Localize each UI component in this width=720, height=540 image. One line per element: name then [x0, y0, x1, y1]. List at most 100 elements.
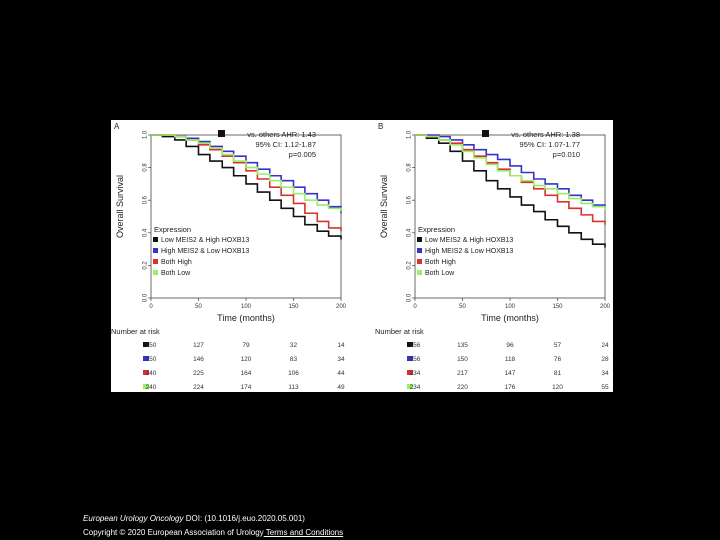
risk-table-cell: 234: [410, 370, 421, 377]
risk-table-cell: 28: [601, 356, 609, 363]
legend-swatch: [153, 270, 158, 275]
risk-table-cell: 49: [337, 384, 345, 391]
risk-row-swatch: [407, 356, 413, 361]
risk-table-cell: 146: [193, 356, 204, 363]
annotation-line: vs. others AHR: 1.43: [247, 130, 316, 139]
risk-table-cell: 57: [554, 342, 562, 349]
annotation-line: p=0.010: [553, 150, 580, 159]
risk-table-cell: 118: [505, 356, 516, 363]
series-line: [415, 134, 606, 248]
risk-table-cell: 135: [457, 342, 468, 349]
copyright-text: Copyright © 2020 European Association of…: [83, 528, 264, 537]
y-axis-label: Overall Survival: [379, 175, 389, 238]
legend-entry: Both Low: [161, 270, 191, 277]
y-tick-label: 1.0: [407, 130, 413, 139]
risk-row-swatch: [407, 370, 413, 375]
annotation-line: 95% CI: 1.07-1.77: [520, 140, 580, 149]
risk-table-cell: 83: [290, 356, 298, 363]
legend-entry: Low MEIS2 & High HOXB13: [425, 237, 513, 244]
y-tick-label: 0.0: [407, 293, 413, 302]
km-survival-figure: A 0.0 0.2 0.4 0.6 0.8 1.0 0 50 100 150 200 Time (mon…: [111, 122, 611, 391]
risk-table-cell: 120: [241, 356, 252, 363]
legend-swatch: [417, 259, 422, 264]
x-tick-label: 100: [241, 304, 252, 310]
risk-table-cell: 240: [146, 370, 157, 377]
x-tick-label: 50: [459, 304, 466, 310]
y-tick-label: 0.4: [407, 228, 413, 237]
risk-table-cell: 234: [410, 384, 421, 391]
risk-table-cell: 174: [241, 384, 252, 391]
risk-table-cell: 96: [506, 342, 514, 349]
y-tick-label: 0.8: [143, 163, 149, 172]
risk-table-cell: 240: [146, 384, 157, 391]
panel-b: B 0.0 0.2 0.4 0.6 0.8 1.0 0 50 100 150 200 Time (mon…: [375, 122, 611, 391]
risk-table-cell: 14: [337, 342, 345, 349]
legend-swatch: [417, 248, 422, 253]
risk-row-swatch: [143, 342, 149, 347]
x-tick-label: 150: [288, 304, 299, 310]
y-tick-label: 0.2: [143, 261, 149, 270]
y-tick-label: 1.0: [143, 130, 149, 139]
risk-table-cell: 127: [193, 342, 204, 349]
legend-title: Expression: [418, 225, 455, 234]
legend-swatch: [417, 237, 422, 242]
risk-table-cell: 120: [552, 384, 563, 391]
risk-table-cell: 79: [242, 342, 250, 349]
figure-panel: A 0.0 0.2 0.4 0.6 0.8 1.0 0 50 100 150 200 Time (mon…: [111, 120, 613, 392]
risk-table-cell: 44: [337, 370, 345, 377]
legend-entry: High MEIS2 & Low HOXB13: [425, 248, 513, 255]
y-tick-label: 0.6: [143, 195, 149, 204]
legend-entry: Both Low: [425, 270, 455, 277]
panel-a: A 0.0 0.2 0.4 0.6 0.8 1.0 0 50 100 150 200 Time (mon…: [111, 122, 347, 391]
citation-copyright: Copyright © 2020 European Association of…: [83, 528, 343, 538]
risk-table-cell: 76: [554, 356, 562, 363]
risk-row-swatch: [143, 356, 149, 361]
x-tick-label: 100: [505, 304, 516, 310]
x-tick-label: 200: [600, 304, 611, 310]
risk-table-cell: 32: [290, 342, 298, 349]
legend-swatch: [153, 237, 158, 242]
risk-table-cell: 176: [505, 384, 516, 391]
y-tick-label: 0.4: [143, 228, 149, 237]
annotation-line: 95% CI: 1.12-1.87: [256, 140, 316, 149]
panel-letter: B: [378, 122, 383, 131]
y-axis-label: Overall Survival: [115, 175, 125, 238]
legend-swatch: [153, 259, 158, 264]
legend-entry: Both High: [425, 259, 456, 266]
terms-and-conditions-link[interactable]: Terms and Conditions: [263, 528, 344, 537]
doi-text: DOI: (10.1016/j.euo.2020.05.001): [183, 514, 305, 523]
risk-table-title: Number at risk: [111, 327, 160, 336]
risk-table-cell: 147: [505, 370, 516, 377]
risk-table-cell: 34: [337, 356, 345, 363]
x-tick-label: 0: [149, 304, 153, 310]
risk-table-cell: 24: [601, 342, 609, 349]
y-tick-label: 0.8: [407, 163, 413, 172]
legend-swatch: [153, 248, 158, 253]
risk-table-cell: 150: [457, 356, 468, 363]
x-tick-label: 150: [552, 304, 563, 310]
y-tick-label: 0.6: [407, 195, 413, 204]
risk-table-cell: 224: [193, 384, 204, 391]
risk-table-cell: 150: [146, 342, 157, 349]
citation-doi: European Urology Oncology DOI: (10.1016/…: [83, 514, 305, 524]
x-axis-label: Time (months): [217, 313, 275, 323]
risk-table-cell: 220: [457, 384, 468, 391]
risk-row-swatch: [407, 342, 413, 347]
annotation-marker: [218, 130, 225, 137]
series-line: [151, 134, 342, 214]
risk-table-title: Number at risk: [375, 327, 424, 336]
annotation-line: p=0.005: [289, 150, 316, 159]
y-tick-label: 0.2: [407, 261, 413, 270]
risk-table-cell: 156: [410, 356, 421, 363]
series-line: [415, 134, 606, 209]
risk-row-swatch: [407, 384, 413, 389]
risk-table-cell: 225: [193, 370, 204, 377]
risk-table-cell: 106: [288, 370, 299, 377]
legend-entry: Both High: [161, 259, 192, 266]
annotation-line: vs. others AHR: 1.38: [511, 130, 580, 139]
risk-table-cell: 217: [457, 370, 468, 377]
series-line: [151, 134, 342, 212]
legend-entry: Low MEIS2 & High HOXB13: [161, 237, 249, 244]
x-tick-label: 0: [413, 304, 417, 310]
legend-entry: High MEIS2 & Low HOXB13: [161, 248, 249, 255]
